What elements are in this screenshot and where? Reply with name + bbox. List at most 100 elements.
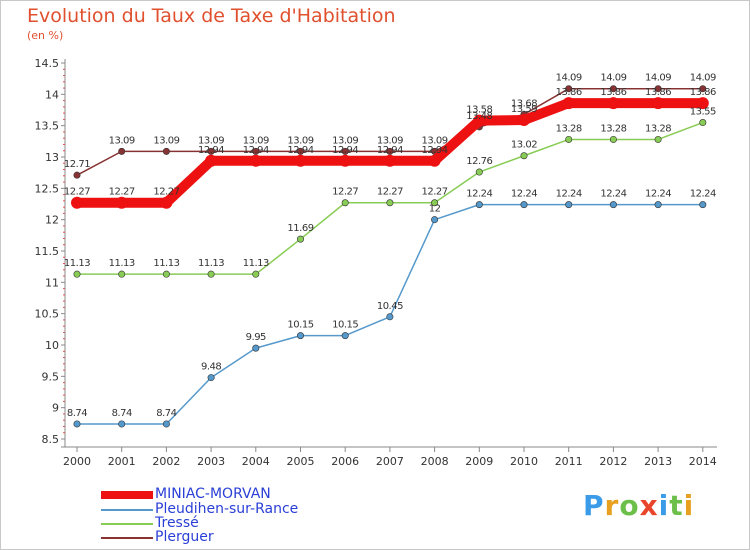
series-2 bbox=[73, 119, 707, 278]
data-label: 13.86 bbox=[645, 87, 671, 98]
proxiti-logo: Proxiti bbox=[583, 489, 694, 522]
data-point bbox=[71, 196, 83, 209]
legend-swatch bbox=[101, 491, 153, 499]
data-label: 13.09 bbox=[243, 135, 269, 146]
data-label: 10.15 bbox=[332, 320, 358, 331]
data-point bbox=[609, 135, 617, 143]
data-point bbox=[565, 201, 573, 209]
data-point bbox=[699, 201, 707, 209]
series-labels-1: 8.74 8.74 8.74 9.48 9.95 10.15 10.15 10.45 12 12.… bbox=[67, 189, 717, 419]
data-point bbox=[296, 332, 304, 340]
data-point bbox=[652, 97, 665, 110]
y-tick-label: 9.5 bbox=[42, 370, 60, 383]
x-tick-label: 2007 bbox=[376, 455, 404, 468]
data-label: 10.15 bbox=[287, 320, 313, 331]
data-label: 13.58 bbox=[466, 105, 492, 116]
data-point bbox=[207, 374, 215, 382]
data-label: 14.09 bbox=[556, 73, 582, 84]
series-labels-2: 11.13 11.13 11.13 11.13 11.13 11.69 12.27 12.27… bbox=[64, 107, 717, 270]
y-tick-label: 10.5 bbox=[35, 308, 60, 321]
logo-letter: P bbox=[583, 489, 605, 522]
data-label: 12.27 bbox=[377, 187, 403, 198]
y-tick-label: 8.5 bbox=[42, 433, 60, 446]
legend-label: MINIAC-MORVAN bbox=[155, 486, 271, 502]
data-label: 11.13 bbox=[243, 258, 269, 269]
data-label: 12.24 bbox=[600, 189, 626, 200]
data-point bbox=[654, 135, 662, 143]
data-point bbox=[339, 154, 352, 167]
data-point bbox=[162, 270, 170, 278]
data-label: 12.27 bbox=[64, 187, 90, 198]
data-label: 12.94 bbox=[332, 145, 358, 156]
x-tick-label: 2013 bbox=[644, 455, 672, 468]
y-tick-label: 13 bbox=[45, 151, 59, 164]
data-label: 9.48 bbox=[201, 362, 221, 373]
data-point bbox=[160, 196, 173, 209]
series-1 bbox=[73, 201, 707, 428]
data-point bbox=[252, 344, 260, 352]
data-label: 12.27 bbox=[332, 187, 358, 198]
data-label: 12.94 bbox=[198, 145, 224, 156]
data-point bbox=[386, 313, 394, 321]
data-label: 13.68 bbox=[511, 98, 537, 109]
logo-letter: i bbox=[683, 489, 695, 522]
data-label: 14.09 bbox=[690, 73, 716, 84]
data-point bbox=[520, 152, 528, 160]
data-label: 12.94 bbox=[287, 145, 313, 156]
x-tick-label: 2008 bbox=[421, 455, 449, 468]
data-point bbox=[383, 154, 396, 167]
x-tick-label: 2009 bbox=[465, 455, 493, 468]
data-point bbox=[431, 216, 439, 224]
y-tick-label: 11 bbox=[45, 276, 59, 289]
data-label: 12.71 bbox=[64, 159, 90, 170]
data-label: 12.94 bbox=[422, 145, 448, 156]
data-label: 13.28 bbox=[556, 123, 582, 134]
data-label: 11.13 bbox=[153, 258, 179, 269]
x-tick-label: 2000 bbox=[63, 455, 91, 468]
data-label: 9.95 bbox=[246, 332, 266, 343]
data-label: 12.94 bbox=[243, 145, 269, 156]
data-point bbox=[475, 201, 483, 209]
data-point bbox=[118, 420, 126, 428]
data-point bbox=[249, 154, 262, 167]
series-labels-0: 12.27 12.27 12.27 12.94 12.94 12.94 12.94 12.94… bbox=[64, 87, 717, 198]
data-label: 10.45 bbox=[377, 301, 403, 312]
data-point bbox=[296, 235, 304, 243]
legend-swatch bbox=[101, 523, 153, 525]
x-tick-label: 2014 bbox=[689, 455, 717, 468]
data-label: 13.48 bbox=[466, 111, 492, 122]
logo-letter: x bbox=[639, 489, 659, 522]
data-point bbox=[162, 420, 170, 428]
y-tick-label: 14 bbox=[45, 88, 59, 101]
data-label: 13.09 bbox=[332, 135, 358, 146]
y-tick-label: 12 bbox=[45, 214, 59, 227]
legend-label: Pleudihen-sur-Rance bbox=[155, 501, 299, 517]
legend-swatch bbox=[101, 509, 153, 511]
data-point bbox=[205, 154, 218, 167]
data-label: 14.09 bbox=[645, 73, 671, 84]
x-tick-label: 2001 bbox=[108, 455, 136, 468]
data-point bbox=[73, 270, 81, 278]
y-tick-label: 10 bbox=[45, 339, 59, 352]
data-point bbox=[699, 85, 707, 93]
data-label: 13.28 bbox=[645, 123, 671, 134]
legend-label: Tressé bbox=[155, 515, 199, 531]
y-tick-label: 12.5 bbox=[35, 182, 60, 195]
series-3 bbox=[73, 85, 707, 179]
data-point bbox=[386, 147, 394, 155]
chart-unit-label: (en %) bbox=[27, 29, 64, 42]
data-point bbox=[296, 147, 304, 155]
data-point bbox=[73, 420, 81, 428]
x-tick-label: 2010 bbox=[510, 455, 538, 468]
data-point bbox=[428, 154, 441, 167]
data-label: 11.69 bbox=[287, 223, 313, 234]
logo-letter: r bbox=[604, 489, 620, 522]
y-tick-label: 11.5 bbox=[35, 245, 60, 258]
data-point bbox=[607, 97, 620, 110]
x-tick-label: 2004 bbox=[242, 455, 270, 468]
data-label: 13.86 bbox=[556, 87, 582, 98]
data-point bbox=[475, 168, 483, 176]
data-point bbox=[207, 270, 215, 278]
data-label: 12.94 bbox=[377, 145, 403, 156]
data-point bbox=[118, 147, 126, 155]
